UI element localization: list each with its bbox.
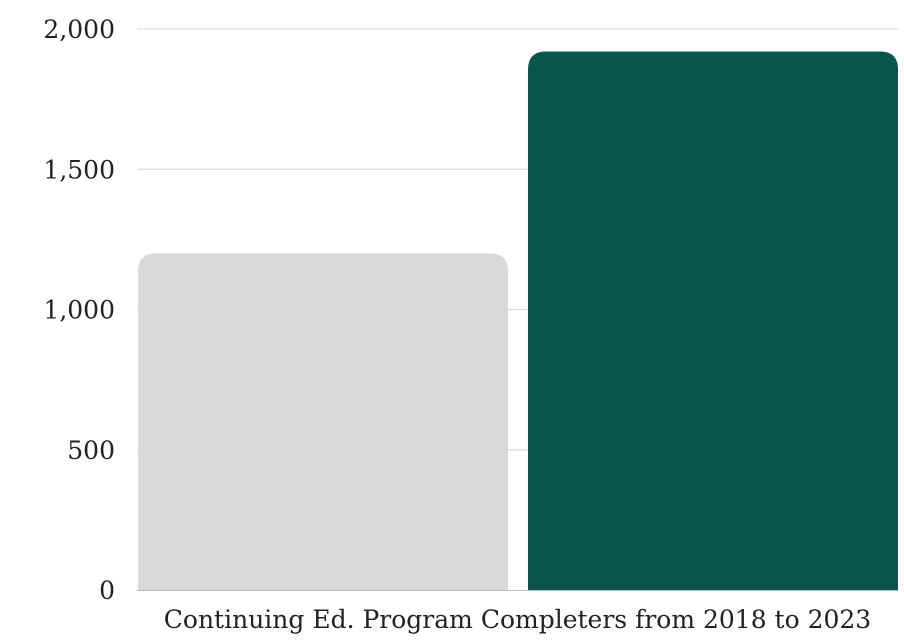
y-tick-label: 1,000 [43, 296, 115, 325]
y-tick-label: 500 [67, 436, 115, 465]
bar-2 [528, 51, 898, 590]
bar-1 [138, 253, 508, 590]
y-tick-label: 0 [99, 576, 115, 605]
y-tick-label: 2,000 [43, 15, 115, 44]
labels: Continuing Ed. Program Completers from 2… [43, 15, 871, 634]
y-tick-label: 1,500 [43, 155, 115, 184]
x-category-label: Continuing Ed. Program Completers from 2… [164, 605, 871, 634]
bars [138, 51, 898, 590]
